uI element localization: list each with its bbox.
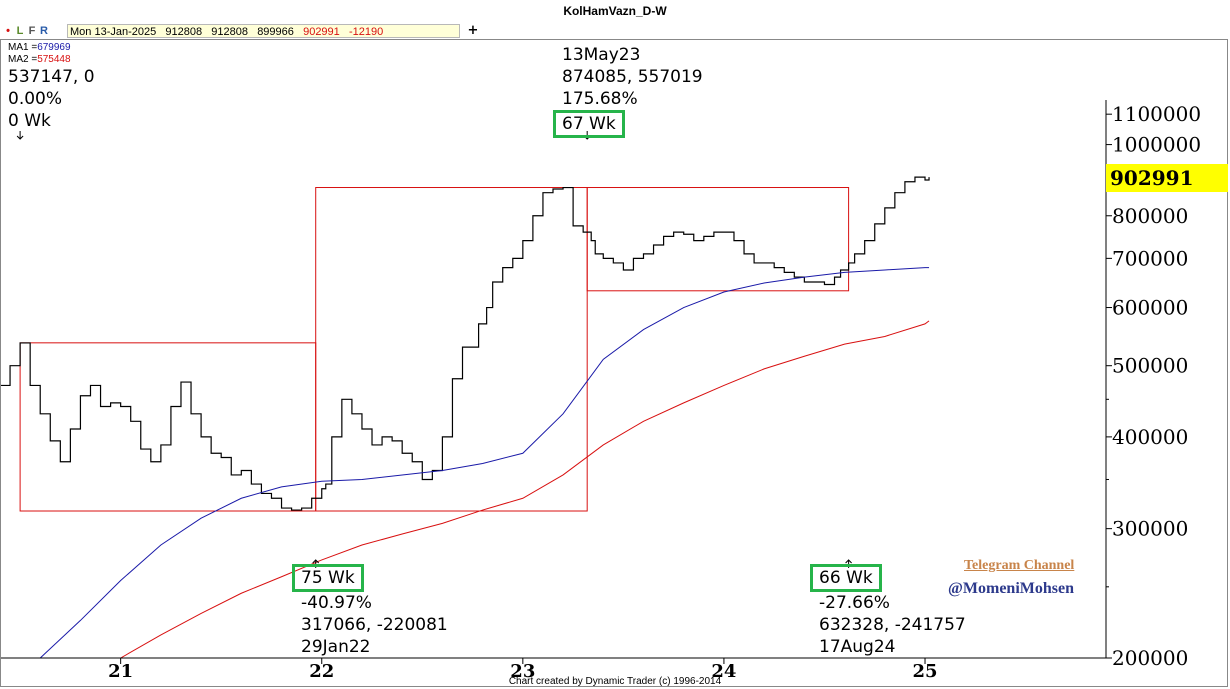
ann-tm-weeks: 67 Wk bbox=[562, 114, 616, 134]
ann-tm-date: 13May23 bbox=[562, 45, 641, 65]
ann-tl-values: 537147, 0 bbox=[8, 67, 95, 87]
ann-tl-percent: 0.00% bbox=[8, 89, 63, 109]
info-close: 902991 bbox=[303, 26, 340, 38]
window-title: KolHamVazn_D-W bbox=[563, 4, 667, 18]
price-series-line bbox=[0, 176, 930, 511]
x-tick-label: 24 bbox=[711, 661, 736, 682]
y-tick-label: 1100000 bbox=[1112, 102, 1201, 126]
annotation-top-left: 537147, 0 0.00% 0 Wk bbox=[8, 66, 95, 132]
y-tick-label: 1000000 bbox=[1112, 133, 1201, 157]
ann-tm-percent: 175.68% bbox=[562, 89, 638, 109]
annotation-top-mid: 13May23 874085, 557019 175.68% 67 Wk bbox=[553, 44, 703, 138]
last-price-flag: 902991 bbox=[1106, 164, 1228, 192]
x-tick-label: 23 bbox=[510, 661, 535, 682]
ma1-label: MA1 = bbox=[8, 42, 38, 53]
x-tick-label: 21 bbox=[108, 661, 133, 682]
ann-bl-weeks: 75 Wk bbox=[301, 568, 355, 588]
ma1-value: 679969 bbox=[37, 42, 71, 53]
y-tick-label: 500000 bbox=[1112, 354, 1188, 378]
telegram-handle: @MomeniMohsen bbox=[948, 580, 1074, 597]
ann-br-date: 17Aug24 bbox=[819, 637, 896, 657]
telegram-channel-link[interactable]: Telegram Channel bbox=[964, 558, 1075, 573]
add-button[interactable]: + bbox=[467, 23, 479, 38]
info-high: 912808 bbox=[211, 26, 249, 38]
f-button[interactable]: F bbox=[28, 25, 36, 37]
ma1-series-line bbox=[39, 267, 930, 659]
info-open: 912808 bbox=[165, 26, 203, 38]
ann-tm-weeks-box: 67 Wk bbox=[553, 110, 625, 138]
ma2-series-line bbox=[120, 320, 930, 659]
x-tick-label: 22 bbox=[309, 661, 334, 682]
ann-br-weeks-box: 66 Wk bbox=[810, 564, 882, 592]
ma2-value: 575448 bbox=[37, 54, 71, 65]
record-dot-icon[interactable]: • bbox=[6, 25, 10, 37]
ann-bl-percent: -40.97% bbox=[301, 593, 372, 613]
info-low: 899966 bbox=[257, 26, 294, 38]
ann-bl-date: 29Jan22 bbox=[301, 637, 371, 657]
footer-credit: Chart created by Dynamic Trader (c) 1996… bbox=[508, 676, 722, 687]
cycle-box-1 bbox=[19, 342, 317, 512]
ann-tm-values: 874085, 557019 bbox=[562, 67, 703, 87]
info-change: -12190 bbox=[348, 26, 384, 38]
ann-bl-weeks-box: 75 Wk bbox=[292, 564, 364, 592]
ma2-label: MA2 = bbox=[8, 54, 38, 65]
annotation-bottom-right: 66 Wk -27.66% 632328, -241757 17Aug24 bbox=[810, 564, 966, 658]
y-tick-label: 200000 bbox=[1112, 646, 1188, 670]
toolbar: • L F R bbox=[2, 24, 50, 38]
cycle-box-3 bbox=[586, 187, 850, 292]
y-tick-label: 300000 bbox=[1112, 517, 1188, 541]
y-tick-label: 600000 bbox=[1112, 296, 1188, 320]
y-tick-label: 700000 bbox=[1112, 246, 1188, 270]
pivot-marker-1 bbox=[16, 131, 24, 140]
ann-br-weeks: 66 Wk bbox=[819, 568, 873, 588]
cycle-box-2 bbox=[315, 187, 588, 512]
ann-bl-values: 317066, -220081 bbox=[301, 615, 448, 635]
y-tick-label: 400000 bbox=[1112, 425, 1188, 449]
ann-tl-weeks: 0 Wk bbox=[8, 111, 51, 131]
annotation-bottom-left: 75 Wk -40.97% 317066, -220081 29Jan22 bbox=[292, 564, 448, 658]
r-button[interactable]: R bbox=[40, 25, 48, 37]
ann-br-values: 632328, -241757 bbox=[819, 615, 966, 635]
ma2-legend: MA2 =575448 bbox=[8, 54, 71, 65]
y-tick-label: 800000 bbox=[1112, 204, 1188, 228]
info-date: Mon 13-Jan-2025 bbox=[70, 26, 157, 38]
ohlc-info-bar: Mon 13-Jan-2025 912808 912808 899966 902… bbox=[67, 24, 460, 38]
l-button[interactable]: L bbox=[16, 25, 24, 37]
ann-br-percent: -27.66% bbox=[819, 593, 890, 613]
ma1-legend: MA1 =679969 bbox=[8, 42, 71, 53]
x-tick-label: 25 bbox=[912, 661, 937, 682]
